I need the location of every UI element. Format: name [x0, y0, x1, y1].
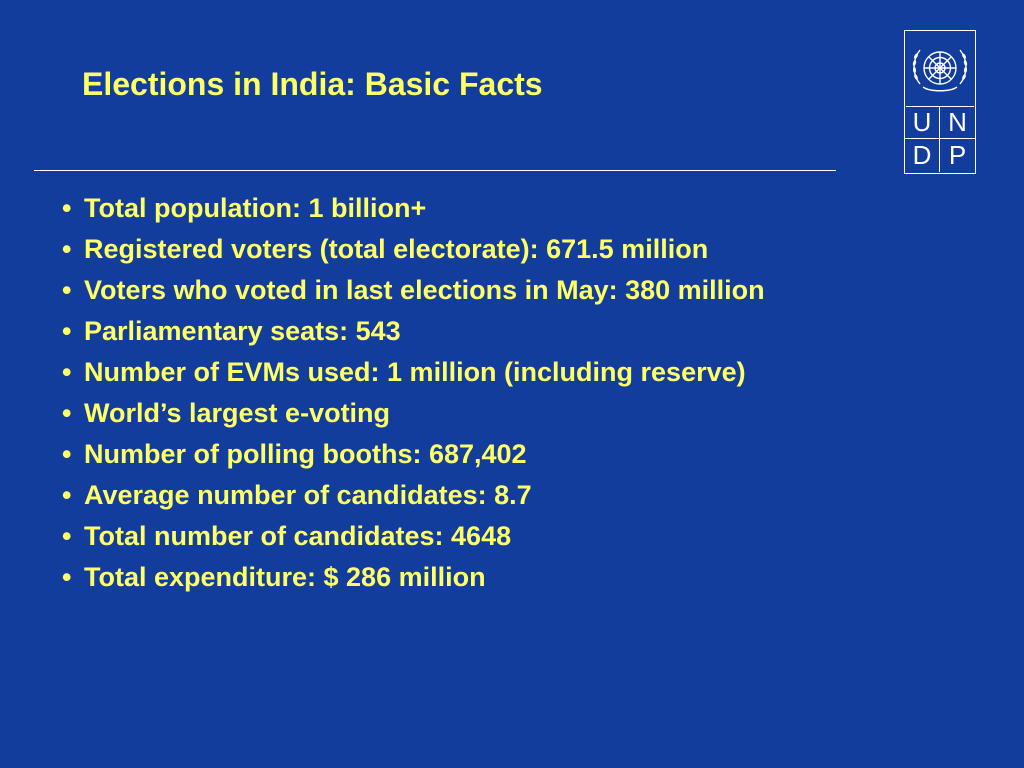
- bullet-icon: •: [62, 398, 72, 428]
- bullet-text: Total expenditure: $ 286 million: [84, 562, 486, 592]
- slide-title: Elections in India: Basic Facts: [82, 66, 543, 102]
- bullet-item: • World’s largest e-voting: [62, 393, 765, 434]
- bullet-item: • Average number of candidates: 8.7: [62, 475, 765, 516]
- bullet-item: • Total expenditure: $ 286 million: [62, 557, 765, 598]
- bullet-icon: •: [62, 234, 72, 264]
- logo-letter-u: U: [905, 106, 940, 139]
- bullet-item: • Total number of candidates: 4648: [62, 516, 765, 557]
- bullet-item: • Total population: 1 billion+: [62, 188, 765, 229]
- bullet-item: • Voters who voted in last elections in M…: [62, 270, 765, 311]
- bullet-text: Registered voters (total electorate): 67…: [84, 234, 709, 264]
- bullet-item: • Registered voters (total electorate): 6…: [62, 229, 765, 270]
- un-emblem-svg: [912, 49, 968, 92]
- bullet-icon: •: [62, 316, 72, 346]
- bullet-list: • Total population: 1 billion+ • Registere…: [62, 188, 765, 598]
- bullet-text: Total population: 1 billion+: [84, 193, 427, 223]
- bullet-text: World’s largest e-voting: [84, 398, 391, 428]
- title-divider: [34, 170, 836, 171]
- bullet-item: • Number of polling booths: 687,402: [62, 434, 765, 475]
- undp-letter-grid: U N D P: [905, 106, 975, 173]
- bullet-icon: •: [62, 562, 72, 592]
- bullet-text: Number of EVMs used: 1 million (includin…: [84, 357, 746, 387]
- bullet-text: Parliamentary seats: 543: [84, 316, 401, 346]
- un-emblem-icon: [906, 32, 974, 107]
- logo-letter-d: D: [905, 139, 940, 172]
- logo-letter-p: P: [948, 140, 967, 170]
- bullet-text: Average number of candidates: 8.7: [84, 480, 532, 510]
- bullet-item: • Parliamentary seats: 543: [62, 311, 765, 352]
- bullet-icon: •: [62, 480, 72, 510]
- bullet-text: Number of polling booths: 687,402: [84, 439, 527, 469]
- bullet-item: • Number of EVMs used: 1 million (includi…: [62, 352, 765, 393]
- logo-letter-n: N: [940, 106, 975, 139]
- bullet-icon: •: [62, 275, 72, 305]
- bullet-icon: •: [62, 193, 72, 223]
- bullet-icon: •: [62, 357, 72, 387]
- undp-logo: U N D P: [904, 30, 976, 174]
- bullet-text: Voters who voted in last elections in Ma…: [84, 275, 765, 305]
- bullet-icon: •: [62, 439, 72, 469]
- bullet-text: Total number of candidates: 4648: [84, 521, 512, 551]
- bullet-icon: •: [62, 521, 72, 551]
